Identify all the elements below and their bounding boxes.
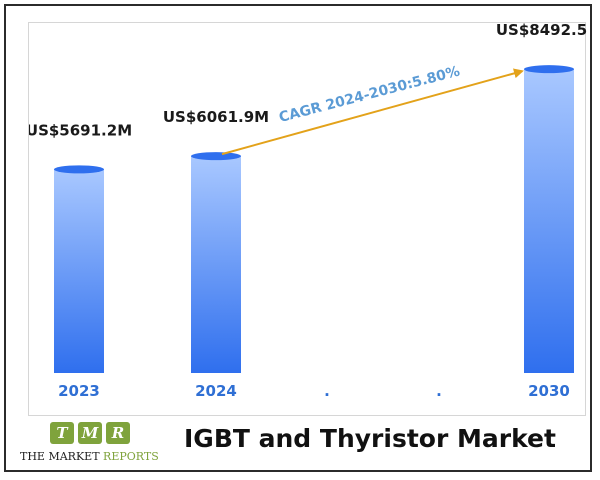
data-label-2024: US$6061.9M xyxy=(163,108,269,126)
logo-text-prefix: THE MARKET xyxy=(20,450,104,463)
tmr-logo: T M R THE MARKET REPORTS xyxy=(20,420,170,470)
logo-letter-r: R xyxy=(106,422,130,444)
bar-top-cap xyxy=(191,152,241,161)
bar-body xyxy=(191,156,241,373)
logo-wordmark: THE MARKET REPORTS xyxy=(20,450,159,463)
infographic-frame: US$5691.2M 2023 US$6061.9M 2024.. US$8492.5M… xyxy=(4,4,592,472)
x-tick-2023: 2023 xyxy=(58,382,100,400)
cagr-arrow xyxy=(221,68,524,156)
bar-2030 xyxy=(524,65,574,373)
chart-title: IGBT and Thyristor Market xyxy=(184,424,556,453)
bar-top-cap xyxy=(524,65,574,74)
bar-body xyxy=(524,69,574,373)
x-tick-ellipsis-3: . xyxy=(436,382,442,400)
bar-2024 xyxy=(191,152,241,373)
logo-text-accent: REPORTS xyxy=(103,450,159,463)
bar-top-cap xyxy=(54,165,104,174)
data-label-2023: US$5691.2M xyxy=(29,121,132,139)
logo-letter-m: M xyxy=(78,422,102,444)
bar-2023 xyxy=(54,165,104,373)
x-tick-ellipsis-2: . xyxy=(324,382,330,400)
logo-letter-t: T xyxy=(50,422,74,444)
bar-body xyxy=(54,169,104,373)
x-tick-2030: 2030 xyxy=(528,382,570,400)
chart-panel: US$5691.2M 2023 US$6061.9M 2024.. US$8492.5M… xyxy=(28,22,587,416)
data-label-2030: US$8492.5M xyxy=(496,23,587,39)
bar-chart: US$5691.2M 2023 US$6061.9M 2024.. US$8492.5M… xyxy=(29,23,587,400)
x-tick-2024: 2024 xyxy=(195,382,237,400)
